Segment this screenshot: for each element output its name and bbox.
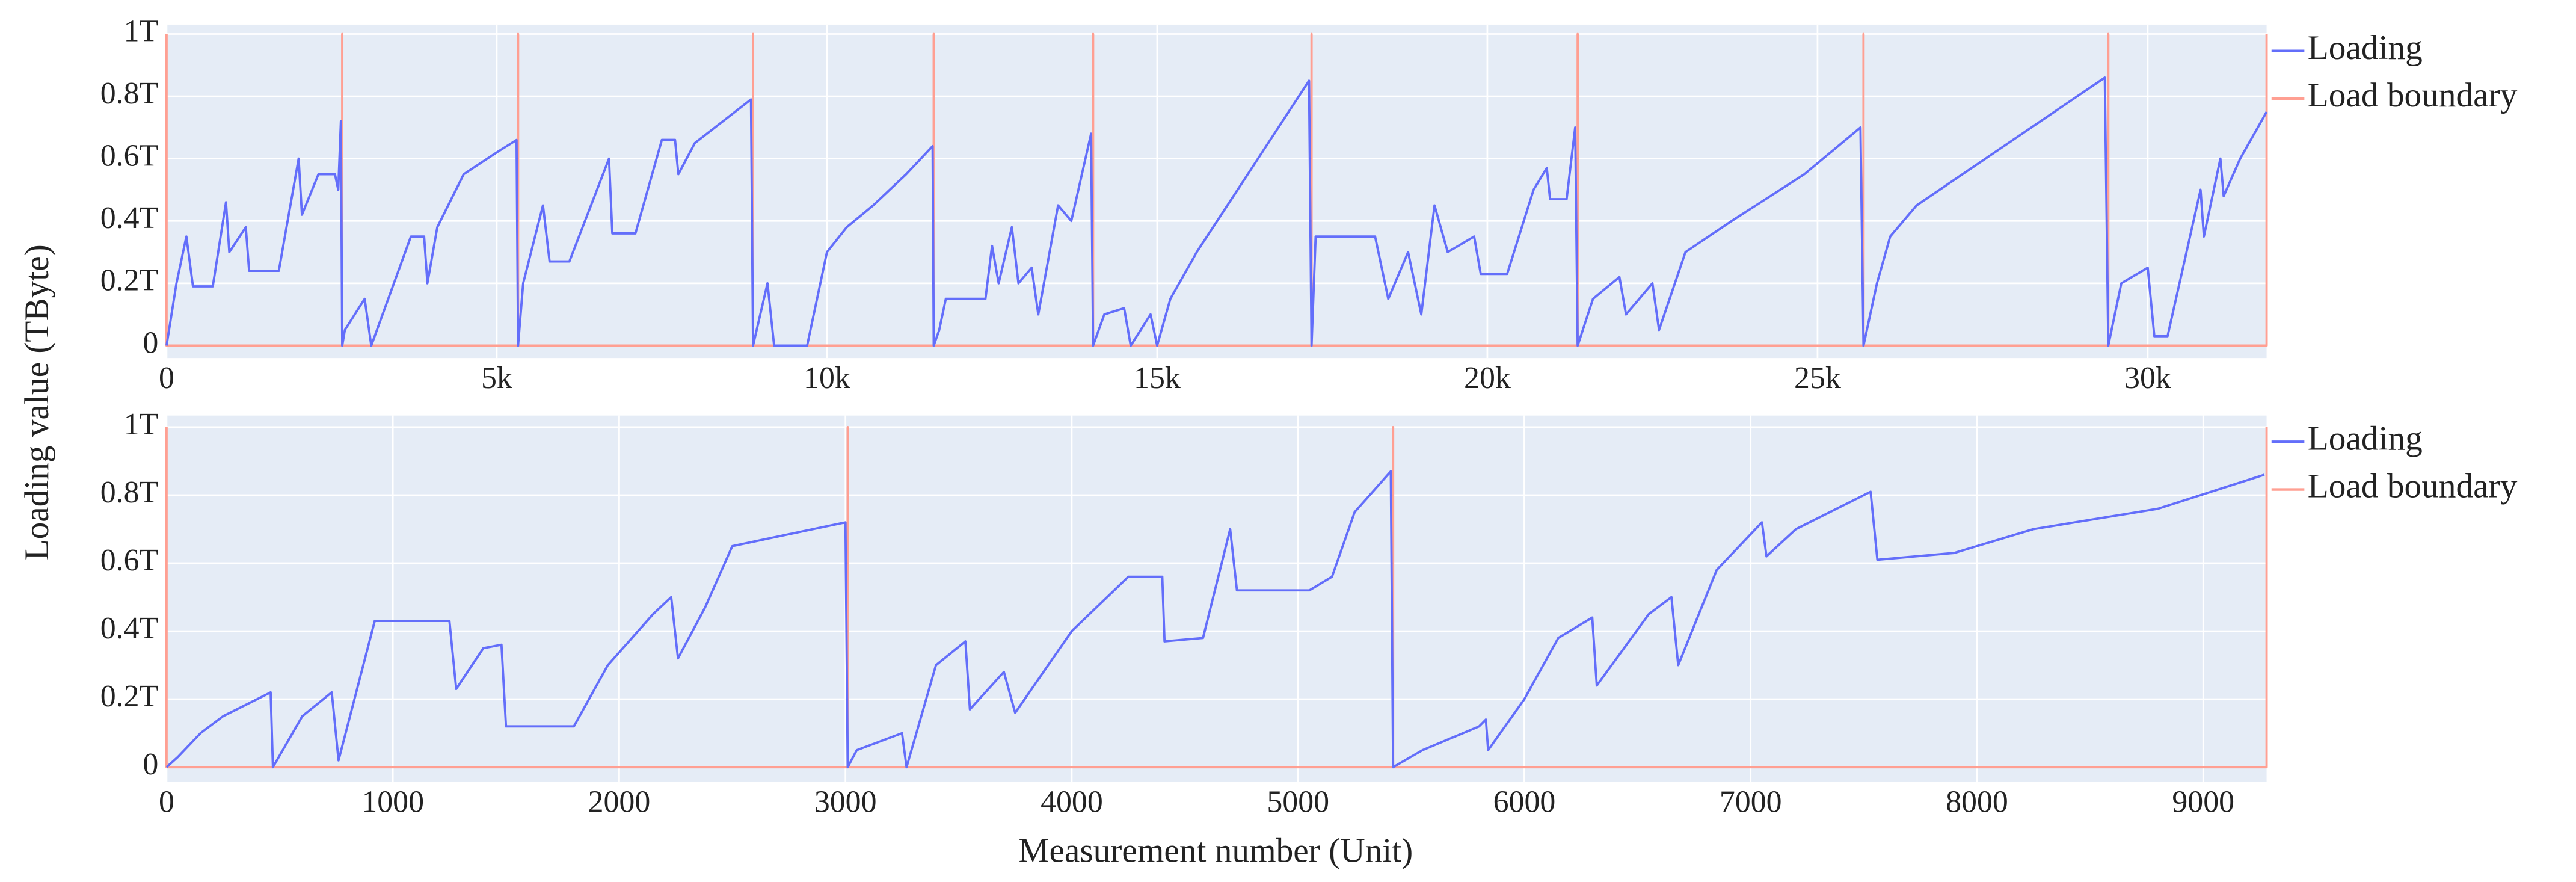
- y-tick-label: 0.4T: [100, 201, 159, 235]
- legend-label: Load boundary: [2308, 467, 2518, 505]
- x-tick-label: 5k: [481, 361, 512, 395]
- data-line: [165, 470, 2265, 769]
- x-tick-label: 5000: [1267, 785, 1329, 819]
- plot-background: [166, 24, 2267, 359]
- data-line: [165, 425, 2268, 769]
- plot-background: [166, 415, 2267, 782]
- x-tick-label: 6000: [1493, 785, 1556, 819]
- x-tick-label: 10k: [804, 361, 850, 395]
- y-tick-label: 0: [143, 747, 158, 782]
- x-tick-label: 15k: [1134, 361, 1181, 395]
- x-tick-label: 20k: [1464, 361, 1511, 395]
- legend-label: Loading: [2308, 420, 2423, 458]
- y-tick-label: 0.2T: [100, 679, 159, 714]
- y-tick-label: 1T: [124, 14, 159, 48]
- x-axis-label: Measurement number (Unit): [1019, 832, 1413, 870]
- y-tick-label: 0: [143, 325, 158, 360]
- y-tick-label: 0.4T: [100, 611, 159, 646]
- x-tick-label: 1000: [361, 785, 424, 819]
- x-tick-label: 3000: [814, 785, 877, 819]
- legend-label: Loading: [2308, 29, 2423, 67]
- x-tick-label: 0: [159, 361, 174, 395]
- y-tick-label: 1T: [124, 407, 159, 442]
- y-tick-label: 0.6T: [100, 139, 159, 173]
- x-tick-label: 30k: [2124, 361, 2171, 395]
- y-tick-label: 0.8T: [100, 76, 159, 111]
- y-tick-label: 0.8T: [100, 475, 159, 510]
- x-tick-label: 9000: [2172, 785, 2234, 819]
- x-tick-label: 4000: [1041, 785, 1103, 819]
- y-tick-label: 0.2T: [100, 264, 159, 298]
- x-tick-label: 8000: [1946, 785, 2008, 819]
- x-tick-label: 25k: [1794, 361, 1841, 395]
- y-axis-label: Loading value (TByte): [18, 244, 56, 560]
- x-tick-label: 2000: [588, 785, 651, 819]
- data-line: [165, 76, 2268, 347]
- legend-label: Load boundary: [2308, 76, 2518, 114]
- x-tick-label: 0: [159, 785, 174, 819]
- x-tick-label: 7000: [1720, 785, 1782, 819]
- y-tick-label: 0.6T: [100, 543, 159, 578]
